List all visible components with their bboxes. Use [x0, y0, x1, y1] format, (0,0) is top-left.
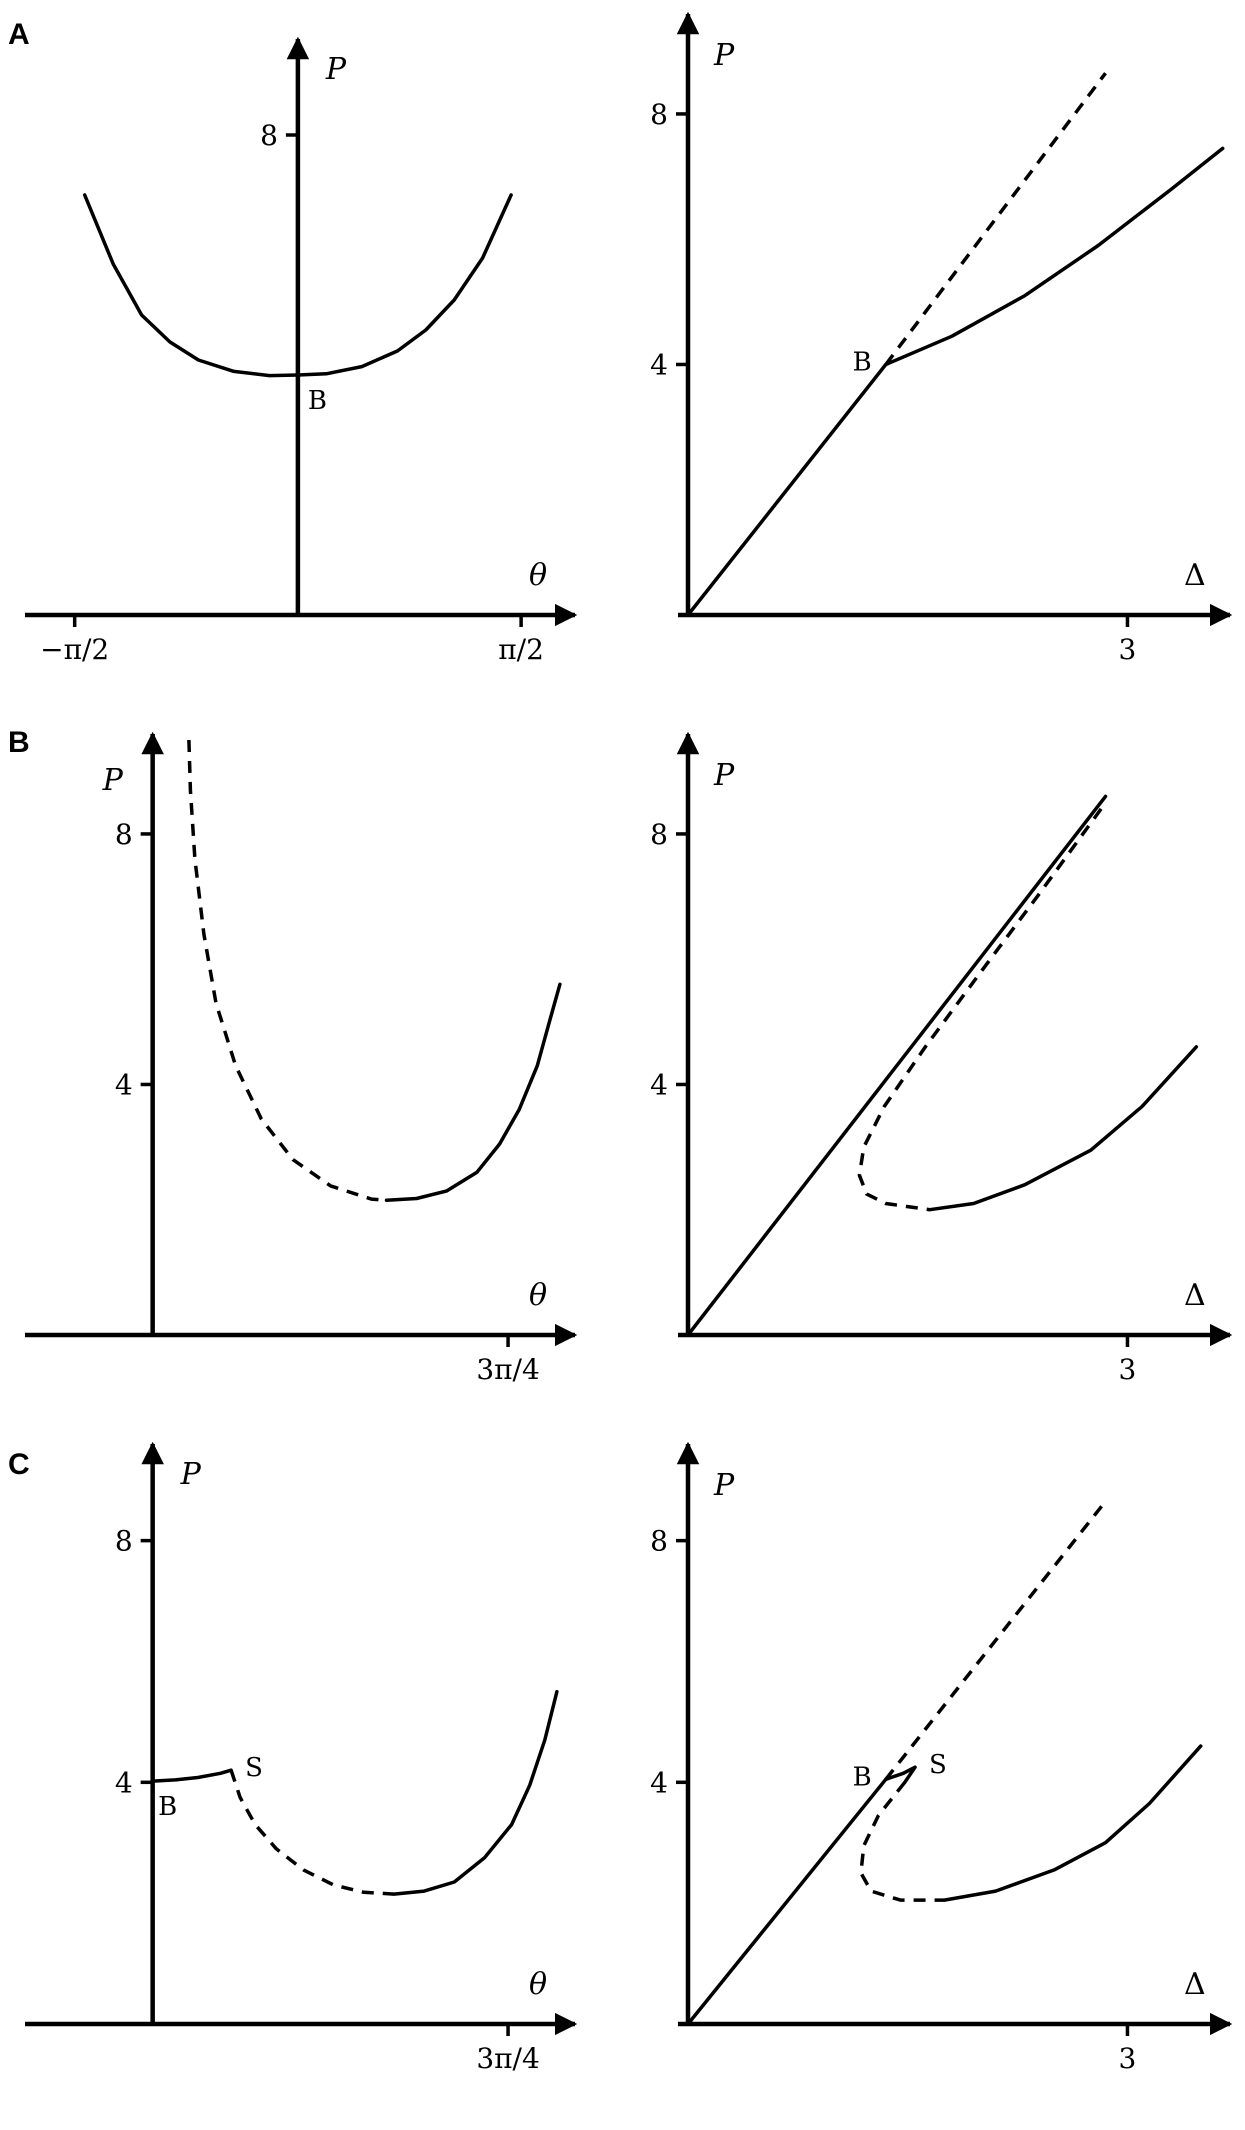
x-tick-label: 3 — [1119, 2042, 1137, 2075]
point-label-b: B — [158, 1792, 177, 1822]
chart-b-right: Δ P 3 4 8 — [650, 731, 1233, 1386]
x-tick-label: 3 — [1119, 633, 1137, 666]
series-2-solid — [82, 193, 513, 378]
x-axis-label: Δ — [1184, 558, 1206, 593]
series-3-solid — [927, 1045, 1199, 1212]
series-2-dashed — [229, 1769, 395, 1896]
y-tick-label: 8 — [260, 119, 278, 152]
series-2-solid — [384, 982, 562, 1203]
series-1-solid — [686, 1777, 888, 2026]
y-tick-label: 4 — [650, 1766, 668, 1799]
x-axis-label: Δ — [1184, 1967, 1206, 2002]
series-2-dashed — [857, 807, 1103, 1212]
x-tick-label: 3π/4 — [476, 2042, 539, 2075]
chart-b-left: θ P 3π/4 4 8 — [25, 731, 578, 1386]
point-label-b: B — [853, 347, 872, 377]
series-2-dashed — [884, 1500, 1107, 1781]
y-axis-label: P — [713, 1468, 735, 1503]
y-tick-label: 4 — [115, 1068, 133, 1101]
y-tick-label: 4 — [115, 1766, 133, 1799]
panel-letter-a: A — [8, 18, 30, 51]
series-1-solid — [686, 794, 1108, 1337]
y-tick-label: 4 — [650, 348, 668, 381]
y-tick-label: 4 — [650, 1068, 668, 1101]
series-1-solid — [150, 1768, 233, 1783]
point-label-s: S — [245, 1753, 263, 1783]
chart-c-right: Δ P 3 4 8 B S — [650, 1441, 1233, 2075]
x-tick-label: π/2 — [498, 633, 544, 666]
series-1-dashed — [187, 739, 387, 1203]
series-2-dashed — [884, 72, 1107, 366]
y-tick-label: 8 — [115, 1525, 133, 1558]
y-tick-label: 8 — [650, 98, 668, 131]
y-axis-label: P — [102, 763, 124, 798]
y-tick-label: 8 — [650, 1525, 668, 1558]
x-axis-label: θ — [529, 1967, 547, 2002]
x-tick-label: 3 — [1119, 1353, 1137, 1386]
chart-a-left: θ P −π/2 π/2 8 B — [25, 36, 578, 666]
series-1-solid — [686, 362, 888, 617]
series-3-solid — [392, 1689, 559, 1896]
y-axis-label: P — [713, 38, 735, 73]
y-axis-label: P — [713, 758, 735, 793]
x-tick-label: 3π/4 — [476, 1353, 539, 1386]
series-3-solid — [884, 1765, 917, 1785]
point-label-b: B — [308, 386, 327, 416]
charts-group: θ P −π/2 π/2 8 B Δ P 3 4 8 Bθ P 3π/4 4 8 Δ P 3 4 8 θ P 3π/4 4 8 B S… — [25, 11, 1233, 2075]
x-axis-label: θ — [529, 1278, 547, 1313]
chart-c-left: θ P 3π/4 4 8 B S — [25, 1441, 578, 2075]
y-axis-label: P — [325, 52, 347, 87]
chart-a-right: Δ P 3 4 8 B — [650, 11, 1233, 666]
point-label-s: S — [929, 1750, 947, 1780]
y-axis-label: P — [180, 1457, 202, 1492]
series-4-dashed — [859, 1781, 945, 1902]
series-3-solid — [884, 146, 1225, 367]
y-tick-label: 8 — [650, 818, 668, 851]
panel-letter-b: B — [8, 726, 30, 759]
panel-letter-c: C — [8, 1448, 30, 1481]
y-tick-label: 8 — [115, 818, 133, 851]
x-axis-label: θ — [529, 558, 547, 593]
x-tick-label: −π/2 — [40, 633, 109, 666]
x-axis-label: Δ — [1184, 1278, 1206, 1313]
point-label-b: B — [853, 1762, 872, 1792]
series-5-solid — [942, 1744, 1203, 1902]
